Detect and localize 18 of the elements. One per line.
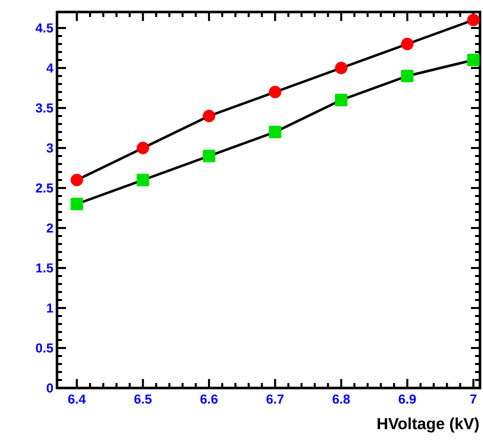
y-tick-label: 4.5 (36, 23, 54, 33)
y-tick-label: 1 (47, 304, 54, 312)
x-tick-label: 6.8 (332, 394, 350, 404)
y-tick-label: 1.5 (36, 263, 54, 273)
y-tick-label: 0.5 (36, 343, 54, 353)
y-tick-label: 0 (46, 383, 53, 393)
x-tick-label: 6.4 (68, 394, 86, 404)
x-tick-label: 6.6 (200, 394, 218, 404)
y-tick-label: 2 (46, 223, 53, 233)
y-tick-label: 2.5 (36, 183, 54, 193)
x-tick-label: 6.5 (134, 394, 152, 404)
x-axis-title: HVoltage (kV) (378, 418, 479, 432)
y-tick-label: 4 (46, 64, 54, 72)
x-tick-label: 6.9 (398, 394, 416, 404)
x-tick-label: 6.7 (266, 394, 284, 404)
y-tick-label: 3 (46, 143, 54, 153)
y-tick-label: 3.5 (36, 103, 54, 113)
x-tick-label: 7 (470, 394, 476, 404)
